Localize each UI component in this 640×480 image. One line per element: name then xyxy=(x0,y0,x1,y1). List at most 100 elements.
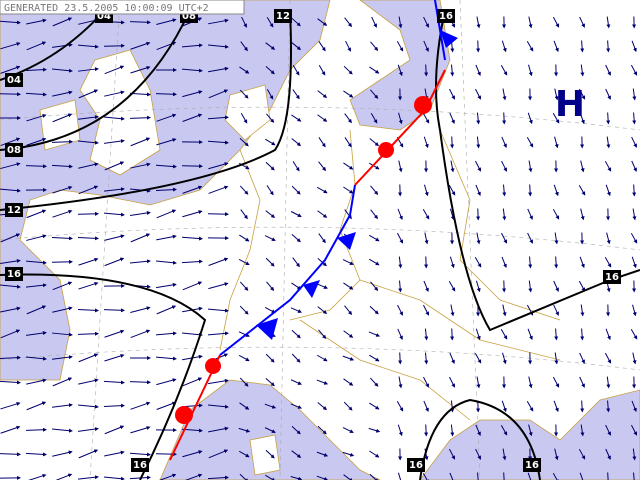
wind-arrow xyxy=(181,236,203,241)
wind-arrow xyxy=(26,331,47,336)
wind-arrow xyxy=(632,112,637,125)
wind-arrow xyxy=(630,64,638,76)
wind-arrow xyxy=(450,64,455,77)
header-box xyxy=(0,0,245,15)
wind-arrow xyxy=(291,282,302,290)
wind-arrow xyxy=(397,64,403,77)
wind-arrow xyxy=(528,424,533,437)
wind-arrow xyxy=(104,65,125,75)
wind-arrow xyxy=(554,448,559,461)
wind-arrow xyxy=(450,160,455,173)
wind-arrow xyxy=(291,234,301,243)
wind-arrow xyxy=(397,424,403,437)
wind-arrow xyxy=(371,16,377,28)
wind-arrow xyxy=(526,40,534,52)
wind-arrow xyxy=(449,256,455,269)
wind-arrow xyxy=(423,304,429,316)
wind-arrow xyxy=(501,160,507,172)
wind-arrow xyxy=(208,282,229,290)
wind-arrow xyxy=(208,162,229,170)
wind-arrow xyxy=(580,208,585,221)
wind-arrow xyxy=(475,88,481,100)
wind-arrow xyxy=(476,376,481,389)
wind-arrow xyxy=(316,451,329,457)
wind-arrow xyxy=(103,43,125,48)
wind-arrow xyxy=(316,283,328,289)
wind-arrow xyxy=(580,304,585,317)
wind-arrow xyxy=(605,448,611,460)
wind-arrow xyxy=(369,138,380,147)
isobar-label: 04 xyxy=(7,75,21,86)
wind-arrow xyxy=(266,88,274,100)
isobar-label: 16 xyxy=(525,460,539,471)
wind-arrow xyxy=(156,305,177,315)
wind-arrow xyxy=(52,17,73,27)
wind-arrow xyxy=(182,90,203,98)
wind-arrow xyxy=(182,185,203,194)
wind-arrow xyxy=(208,449,229,459)
wind-arrow xyxy=(78,378,99,385)
wind-arrow xyxy=(238,427,251,433)
wind-field xyxy=(0,16,638,480)
wind-arrow xyxy=(239,473,249,480)
wind-arrow xyxy=(240,209,248,220)
wind-arrow xyxy=(344,209,352,220)
wind-arrow xyxy=(238,450,250,458)
wind-arrow xyxy=(502,208,507,221)
wind-arrow xyxy=(207,115,229,120)
wind-arrow xyxy=(207,140,229,145)
wind-arrow xyxy=(181,259,203,264)
wind-arrow xyxy=(291,17,301,27)
wind-arrow xyxy=(501,400,507,413)
fronts xyxy=(169,0,458,461)
wind-arrow xyxy=(52,43,73,48)
wind-arrow xyxy=(26,401,47,411)
wind-arrow xyxy=(527,328,533,341)
wind-arrow xyxy=(630,424,638,436)
wind-arrow xyxy=(398,16,403,29)
wind-arrow xyxy=(553,400,559,413)
wind-arrow xyxy=(370,41,379,52)
wind-arrow xyxy=(579,256,585,269)
wind-arrow xyxy=(52,355,73,360)
wind-arrow xyxy=(25,356,47,361)
wind-arrow xyxy=(369,66,380,74)
wind-arrow xyxy=(51,428,73,433)
wind-arrow xyxy=(130,329,151,339)
wind-arrow xyxy=(554,88,559,101)
wind-arrow xyxy=(78,281,99,290)
wind-arrow xyxy=(130,65,151,74)
wind-arrow xyxy=(316,354,328,362)
wind-arrow xyxy=(604,352,612,364)
isobar-label: 16 xyxy=(7,269,21,280)
wind-arrow xyxy=(317,90,328,98)
wind-arrow xyxy=(26,378,47,385)
wind-arrow xyxy=(266,17,274,28)
wind-arrow xyxy=(344,17,353,28)
wind-arrow xyxy=(423,16,429,28)
wind-arrow xyxy=(239,305,249,315)
wind-arrow xyxy=(605,64,611,76)
wind-arrow xyxy=(631,256,637,269)
wind-arrow xyxy=(208,185,229,194)
wind-arrow xyxy=(0,92,21,97)
wind-arrow xyxy=(632,352,637,365)
wind-arrow xyxy=(632,208,637,221)
wind-arrow xyxy=(398,112,403,125)
wind-arrow xyxy=(265,161,275,171)
wind-arrow xyxy=(26,234,47,241)
wind-arrow xyxy=(26,41,47,51)
wind-arrow xyxy=(580,424,585,437)
wind-arrow xyxy=(423,280,429,293)
header-text: GENERATED 23.5.2005 10:00:09 UTC+2 xyxy=(4,3,209,14)
wind-arrow xyxy=(528,64,533,77)
wind-arrow xyxy=(475,424,481,436)
wind-arrow xyxy=(155,356,177,361)
wind-arrow xyxy=(104,425,125,435)
wind-arrow xyxy=(630,328,638,340)
wind-arrow xyxy=(182,332,203,337)
wind-arrow xyxy=(52,377,73,387)
wind-arrow xyxy=(78,427,99,432)
wind-arrow xyxy=(51,139,73,144)
wind-arrow xyxy=(265,377,275,387)
